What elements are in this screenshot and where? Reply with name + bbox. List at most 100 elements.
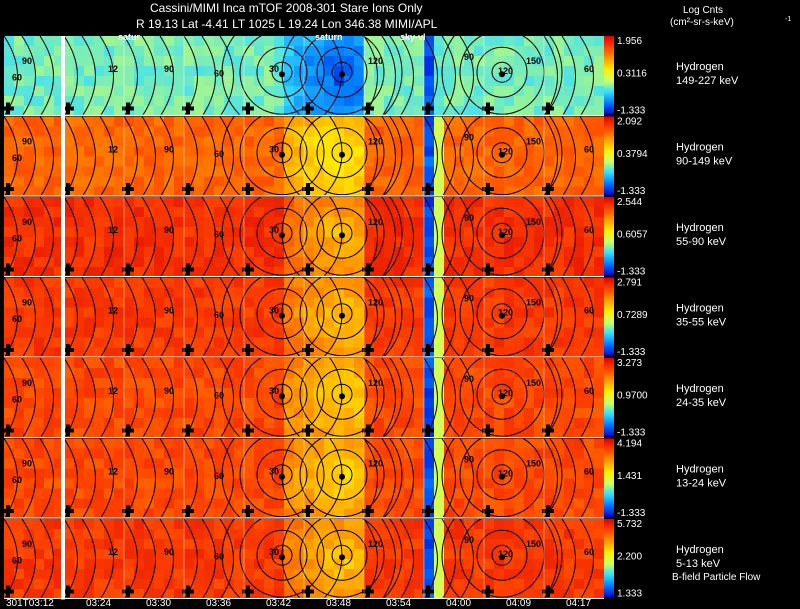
heatmap-cell	[104, 56, 114, 66]
heatmap-cell	[554, 478, 564, 489]
heatmap-cell	[394, 317, 404, 328]
heatmap-cell	[64, 549, 74, 559]
heatmap-cell	[164, 86, 174, 96]
heatmap-cell	[464, 478, 474, 489]
heatmap-cell	[434, 458, 444, 469]
heatmap-cell	[434, 227, 444, 237]
heatmap-cell	[354, 136, 364, 147]
heatmap-cell	[564, 438, 574, 449]
heatmap-cell	[24, 307, 34, 318]
heatmap-cell	[384, 317, 394, 328]
heatmap-cell	[304, 36, 314, 46]
heatmap-cell	[134, 176, 144, 187]
heatmap-cell	[514, 66, 524, 76]
heatmap-cell	[254, 186, 264, 197]
heatmap-cell	[244, 197, 254, 207]
heatmap-cell	[124, 337, 134, 348]
heatmap-cell	[594, 176, 604, 187]
heatmap-cell	[274, 237, 284, 247]
heatmap-cell	[94, 126, 104, 137]
heatmap-cell	[474, 116, 484, 127]
heatmap-cell	[214, 227, 224, 237]
heatmap-cell	[354, 579, 364, 589]
heatmap-cell	[594, 519, 604, 529]
heatmap-cell	[414, 337, 424, 348]
heatmap-cell	[294, 358, 304, 368]
heatmap-cell	[544, 46, 554, 56]
heatmap-cell	[464, 529, 474, 539]
heatmap-cell	[454, 448, 464, 459]
heatmap-cell	[184, 317, 194, 328]
colorbar-min: -1.333	[617, 267, 646, 278]
heatmap-cell	[284, 56, 294, 66]
heatmap-cell	[134, 327, 144, 338]
heatmap-cell	[534, 478, 544, 489]
heatmap-cell	[204, 86, 214, 96]
heatmap-cell	[364, 569, 374, 579]
heatmap-cell	[124, 358, 134, 368]
heatmap-cell	[574, 247, 584, 257]
heatmap-cell	[194, 368, 204, 378]
heatmap-cell	[54, 519, 64, 529]
heatmap-cell	[144, 488, 154, 499]
heatmap-cell	[414, 347, 424, 358]
heatmap-cell	[174, 126, 184, 137]
heatmap-cell	[24, 227, 34, 237]
heatmap-cell	[34, 287, 44, 298]
iso-contour	[381, 358, 396, 437]
heatmap-cell	[364, 36, 374, 46]
heatmap-cell	[354, 36, 364, 46]
heatmap-cell	[474, 468, 484, 479]
iso-angle-label: 12	[108, 386, 118, 396]
heatmap-cell	[404, 106, 414, 116]
heatmap-cell	[394, 498, 404, 509]
heatmap-cell	[174, 267, 184, 277]
heatmap-cell	[454, 529, 464, 539]
heatmap-cell	[184, 166, 194, 177]
heatmap-cell	[324, 418, 334, 428]
heatmap-cell	[74, 438, 84, 449]
heatmap-cell	[254, 227, 264, 237]
heatmap-cell	[54, 126, 64, 137]
heatmap-cell	[364, 549, 374, 559]
heatmap-cell	[274, 217, 284, 227]
heatmap-cell	[284, 388, 294, 398]
heatmap-cell	[594, 448, 604, 459]
heatmap-cell	[484, 227, 494, 237]
heatmap-cell	[374, 519, 384, 529]
heatmap-cell	[254, 106, 264, 116]
heatmap-cell	[204, 176, 214, 187]
heatmap-cell	[454, 358, 464, 368]
heatmap-cell	[104, 508, 114, 519]
heatmap-cell	[344, 207, 354, 217]
heatmap-cell	[344, 438, 354, 449]
heatmap-cell	[34, 66, 44, 76]
heatmap-cell	[584, 237, 594, 247]
heatmap-cell	[444, 297, 454, 308]
heatmap-cell	[124, 227, 134, 237]
heatmap-cell	[14, 277, 24, 288]
heatmap-cell	[244, 277, 254, 288]
heatmap-cell	[454, 116, 464, 127]
heatmap-cell	[364, 277, 374, 288]
heatmap-cell	[254, 519, 264, 529]
heatmap-cell	[234, 378, 244, 388]
heatmap-cell	[4, 358, 14, 368]
heatmap-cell	[34, 126, 44, 137]
heatmap-cell	[594, 579, 604, 589]
colorbar-min: -1.333	[617, 186, 646, 197]
heatmap-cell	[564, 247, 574, 257]
heatmap-cell	[74, 559, 84, 569]
heatmap-cell	[274, 297, 284, 308]
heatmap-cell	[114, 307, 124, 318]
heatmap-cell	[554, 458, 564, 469]
heatmap-cell	[104, 458, 114, 469]
heatmap-cell	[494, 488, 504, 499]
heatmap-cell	[564, 277, 574, 288]
heatmap-cell	[144, 106, 154, 116]
heatmap-cell	[234, 126, 244, 137]
heatmap-cell	[194, 438, 204, 449]
heatmap-cell	[444, 307, 454, 318]
heatmap-cell	[554, 146, 564, 157]
heatmap-cell	[74, 287, 84, 298]
